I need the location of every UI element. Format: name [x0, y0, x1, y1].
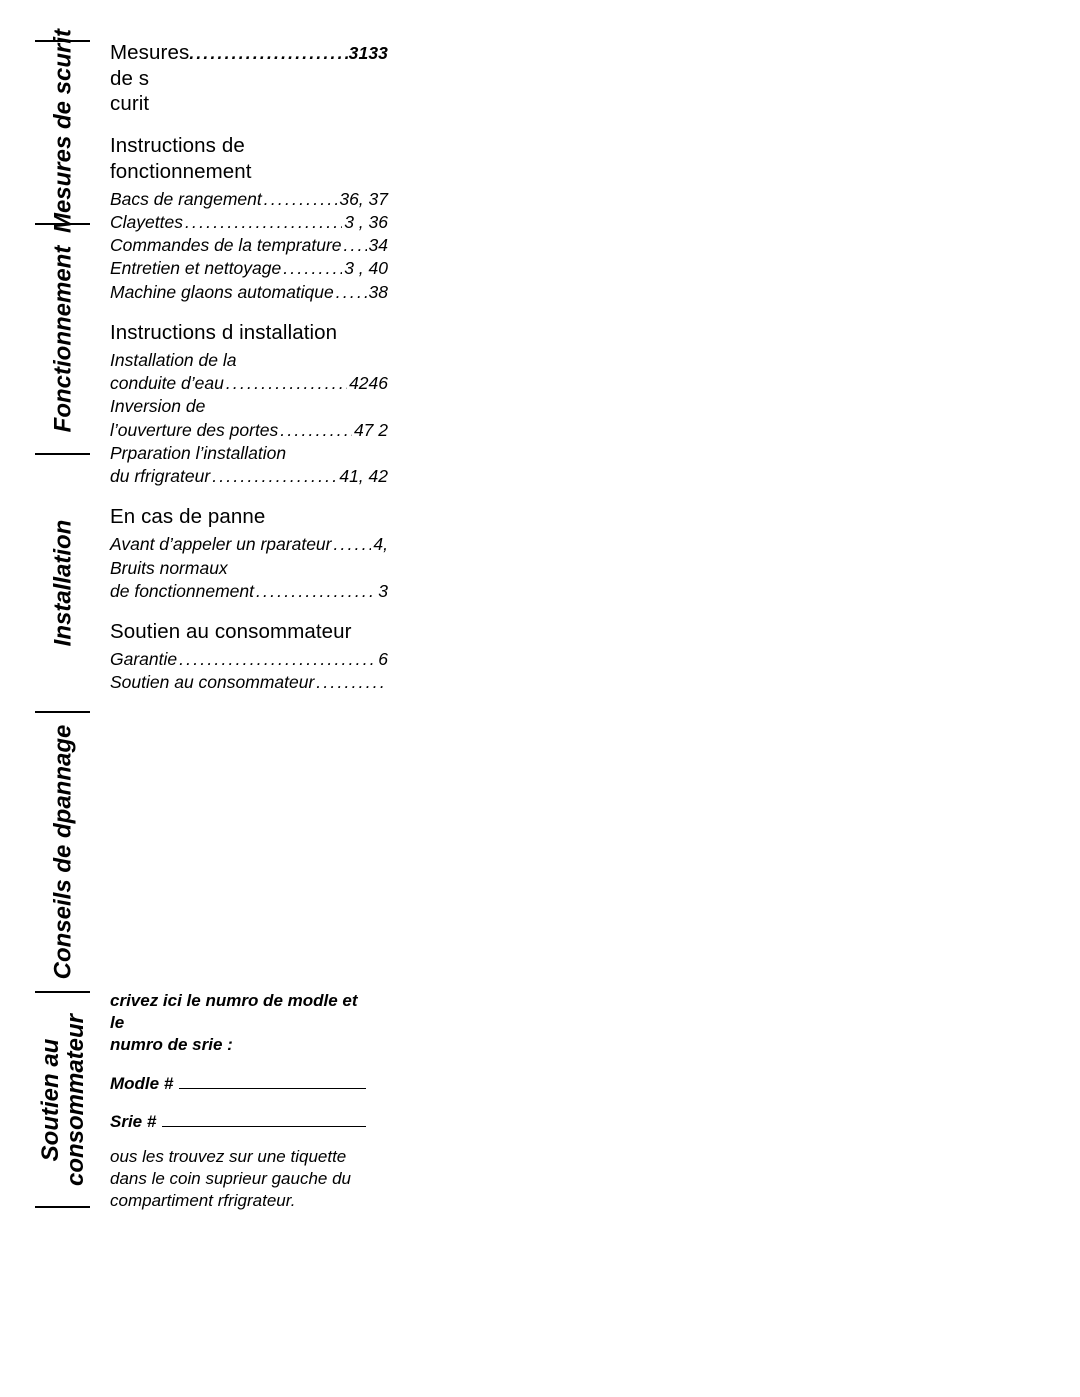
toc-heading-securite: Mesures de s curit 3133	[110, 40, 388, 117]
toc-page: 4,	[371, 533, 388, 556]
model-serial-instruction: crivez ici le numro de modle et le numro…	[110, 990, 366, 1055]
field-label: Srie #	[110, 1112, 162, 1132]
toc-heading-soutien: Soutien au consommateur	[110, 619, 388, 645]
leader-dots	[280, 419, 352, 442]
toc-entry: Machine glaons automatique 38	[110, 281, 388, 304]
tab-label-line2: consommateur	[62, 1013, 89, 1185]
toc-entry: Avant d’appeler un rparateur 4,	[110, 533, 388, 556]
toc-page	[386, 671, 388, 694]
text-line: numro de srie :	[110, 1035, 233, 1054]
toc-group-fonctionnement: Bacs de rangement 36, 37 Clayettes 3 , 3…	[110, 188, 388, 303]
toc-group-installation: Installation de la conduite d’eau 4246 I…	[110, 349, 388, 488]
toc-label: conduite d’eau	[110, 372, 226, 395]
tab-conseils-depannage: Conseils de dpannage	[35, 711, 90, 991]
tab-label-line1: Soutien au	[36, 1038, 63, 1161]
toc-label: Bacs de rangement	[110, 188, 264, 211]
toc-entry-line1: Prparation l’installation	[110, 442, 388, 465]
toc-label: l’ouverture des portes	[110, 419, 280, 442]
model-serial-location-note: ous les trouvez sur une tiquette dans le…	[110, 1146, 366, 1212]
toc-label: Avant d’appeler un rparateur	[110, 533, 334, 556]
tab-label: Soutien au consommateur	[37, 1013, 87, 1185]
tab-mesures-securite: Mesures de scurit	[35, 38, 90, 223]
toc-page: 34	[367, 234, 388, 257]
toc-label: du rfrigrateur	[110, 465, 212, 488]
toc-entry: Bacs de rangement 36, 37	[110, 188, 388, 211]
toc-page: 3 , 36	[342, 211, 388, 234]
toc-label: Installation de la	[110, 349, 236, 372]
toc-label: Soutien au consommateur	[110, 671, 316, 694]
leader-dots	[264, 188, 338, 211]
text-line: compartiment rfrigrateur.	[110, 1191, 295, 1210]
leader-dots	[336, 281, 367, 304]
field-label: Modle #	[110, 1074, 179, 1094]
toc-page: 38	[367, 281, 388, 304]
toc-label: Commandes de la temprature	[110, 234, 344, 257]
toc-group-panne: Avant d’appeler un rparateur 4, Bruits n…	[110, 533, 388, 602]
tab-label: Fonctionnement	[50, 246, 75, 433]
toc-entry-line1: Installation de la	[110, 349, 388, 372]
toc-page: 4246	[347, 372, 388, 395]
toc-page: 41, 42	[337, 465, 388, 488]
toc-page: 47 2	[352, 419, 388, 442]
tab-label: Mesures de scurit	[50, 28, 75, 232]
toc-heading-fonctionnement: Instructions de fonctionnement	[110, 133, 388, 184]
toc-label: Clayettes	[110, 211, 185, 234]
tab-installation: Installation	[35, 453, 90, 711]
leader-dots	[212, 465, 337, 488]
model-number-field[interactable]: Modle #	[110, 1073, 366, 1093]
tab-soutien-consommateur: Soutien au consommateur	[35, 991, 90, 1206]
tab-fonctionnement: Fonctionnement	[35, 223, 90, 453]
toc-label: Bruits normaux	[110, 557, 228, 580]
toc-label: Entretien et nettoyage	[110, 257, 283, 280]
toc-page: 36, 37	[337, 188, 388, 211]
toc-page: 3	[376, 580, 388, 603]
leader-dots	[185, 211, 342, 234]
leader-dots	[344, 234, 367, 257]
tab-label: Installation	[50, 520, 75, 647]
toc-entry: Entretien et nettoyage 3 , 40	[110, 257, 388, 280]
toc-entry-line1: Inversion de	[110, 395, 388, 418]
toc-group-soutien: Garantie 6 Soutien au consommateur	[110, 648, 388, 694]
toc-heading-label: Mesures de s curit	[110, 40, 189, 117]
table-of-contents: Mesures de s curit 3133 Instructions de …	[110, 40, 388, 695]
section-tabs-sidebar: Soutien au consommateur Conseils de dpan…	[35, 40, 90, 1208]
toc-label: Prparation l’installation	[110, 442, 286, 465]
toc-heading-installation: Instructions d installation	[110, 320, 388, 346]
write-in-line[interactable]	[179, 1073, 366, 1088]
toc-entry-line2: du rfrigrateur 41, 42	[110, 465, 388, 488]
toc-page: 6	[376, 648, 388, 671]
toc-entry: Soutien au consommateur	[110, 671, 388, 694]
text-line: ous les trouvez sur une tiquette	[110, 1147, 346, 1166]
toc-entry-line1: Bruits normaux	[110, 557, 388, 580]
tab-label: Conseils de dpannage	[50, 725, 75, 980]
toc-entry: Commandes de la temprature 34	[110, 234, 388, 257]
leader-dots	[226, 372, 347, 395]
text-line: crivez ici le numro de modle et le	[110, 991, 358, 1032]
toc-heading-panne: En cas de panne	[110, 504, 388, 530]
toc-entry-line2: l’ouverture des portes 47 2	[110, 419, 388, 442]
leader-dots	[283, 257, 342, 280]
toc-label: de fonctionnement	[110, 580, 256, 603]
leader-dots	[334, 533, 372, 556]
leader-dots	[189, 43, 348, 65]
leader-dots	[256, 580, 376, 603]
toc-page: 3133	[349, 43, 388, 65]
toc-label: Machine glaons automatique	[110, 281, 336, 304]
leader-dots	[179, 648, 376, 671]
toc-entry: Clayettes 3 , 36	[110, 211, 388, 234]
toc-label: Inversion de	[110, 395, 205, 418]
toc-page: 3 , 40	[342, 257, 388, 280]
toc-entry-line2: conduite d’eau 4246	[110, 372, 388, 395]
leader-dots	[316, 671, 386, 694]
toc-entry: Garantie 6	[110, 648, 388, 671]
toc-entry-line2: de fonctionnement 3	[110, 580, 388, 603]
write-in-line[interactable]	[162, 1112, 366, 1127]
model-serial-block: crivez ici le numro de modle et le numro…	[110, 990, 366, 1212]
text-line: dans le coin suprieur gauche du	[110, 1169, 351, 1188]
toc-label: Garantie	[110, 648, 179, 671]
page: Soutien au consommateur Conseils de dpan…	[0, 0, 1080, 1397]
serial-number-field[interactable]: Srie #	[110, 1112, 366, 1132]
